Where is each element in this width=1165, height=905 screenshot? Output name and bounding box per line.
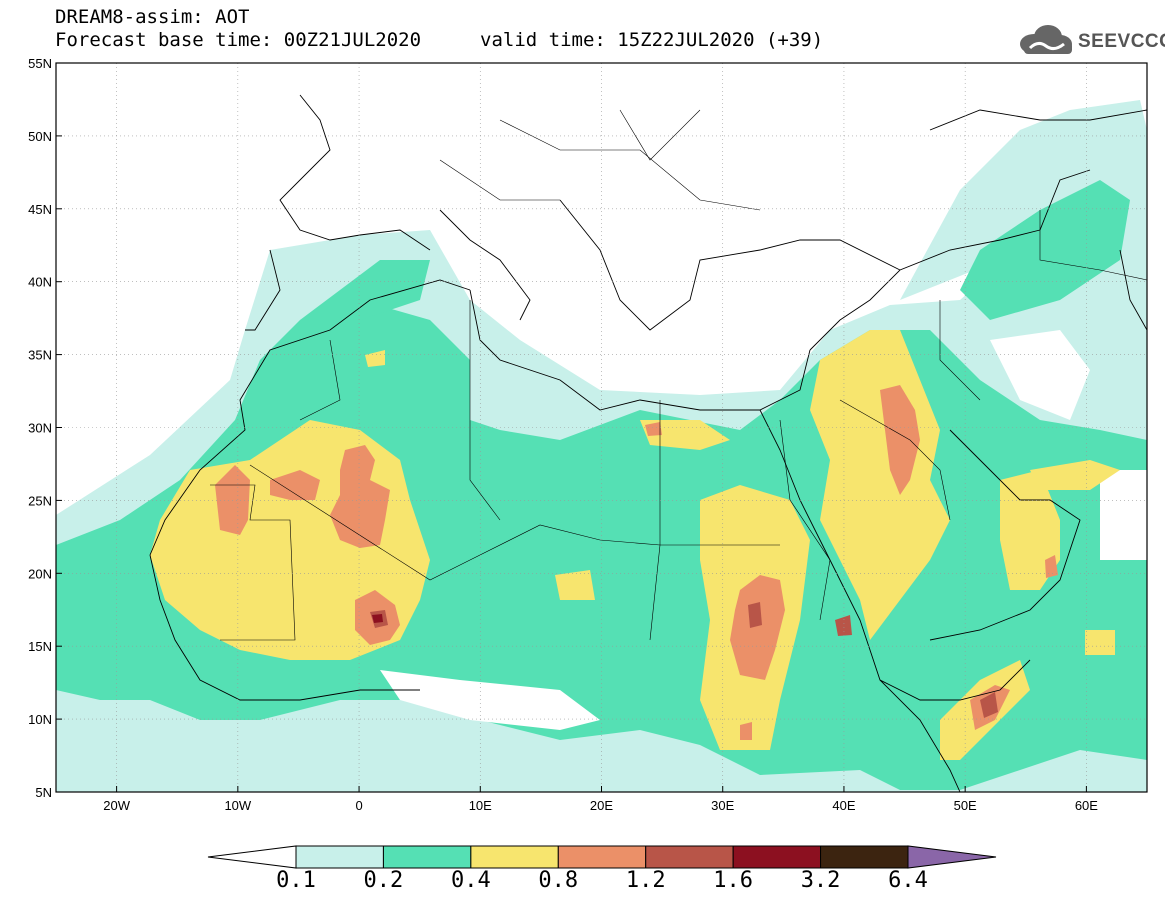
map-title: DREAM8-assim: AOT <box>55 6 250 28</box>
lon-label: 50E <box>954 798 977 813</box>
colorbar-box <box>820 845 909 869</box>
aot-clear-gaps <box>380 330 1147 730</box>
colorbar-label: 0.8 <box>538 868 579 893</box>
colorbar-label: 6.4 <box>888 868 928 893</box>
lat-label: 30N <box>28 421 52 436</box>
aot-level-1.6 <box>372 614 383 623</box>
colorbar-label: 1.6 <box>713 868 754 893</box>
forecast-base-time: Forecast base time: 00Z21JUL2020 <box>55 29 422 51</box>
lat-label: 10N <box>28 712 52 727</box>
colorbar <box>207 845 997 869</box>
coastlines <box>149 94 1147 792</box>
borders <box>210 109 1147 641</box>
colorbar-label: 3.2 <box>800 868 841 893</box>
lat-label: 45N <box>28 202 52 217</box>
colorbar-label: 0.2 <box>363 868 404 893</box>
colorbar-box <box>470 845 559 869</box>
lon-label: 40E <box>832 798 855 813</box>
colorbar-box <box>295 845 384 869</box>
lat-label: 25N <box>28 493 52 508</box>
lat-label: 15N <box>28 639 52 654</box>
cloud-icon <box>1020 25 1072 54</box>
lon-label: 10W <box>224 798 251 813</box>
lon-label: 10E <box>469 798 492 813</box>
lat-label: 40N <box>28 275 52 290</box>
lat-label: 55N <box>28 56 52 71</box>
axis-labels: 55N 50N 45N 40N 35N 30N 25N 20N 15N 10N 5N 20W 10W 0 1… <box>28 56 1098 813</box>
colorbar-box <box>557 845 647 869</box>
valid-time: valid time: 15Z22JUL2020 (+39) <box>480 29 824 51</box>
logo-text: SEEVCCC <box>1078 31 1165 52</box>
colorbar-high-arrow <box>907 845 997 869</box>
lon-label: 0 <box>355 798 362 813</box>
colorbar-box <box>732 845 822 869</box>
colorbar-label: 0.1 <box>276 868 316 893</box>
lat-label: 35N <box>28 348 52 363</box>
colorbar-box <box>382 845 472 869</box>
seevccc-logo: SEEVCCC <box>1016 22 1165 58</box>
colorbar-low-arrow <box>207 845 297 869</box>
lat-label: 5N <box>35 785 52 800</box>
aot-contours <box>56 100 1147 792</box>
lat-label: 50N <box>28 129 52 144</box>
lon-label: 20W <box>103 798 130 813</box>
colorbar-box <box>645 845 734 869</box>
graticule <box>56 63 1147 792</box>
aot-level-1.2 <box>370 602 998 718</box>
colorbar-label: 0.4 <box>450 868 491 893</box>
lon-label: 20E <box>590 798 613 813</box>
colorbar-label: 1.2 <box>625 868 666 893</box>
lon-label: 30E <box>711 798 734 813</box>
lon-label: 60E <box>1075 798 1098 813</box>
lat-label: 20N <box>28 566 52 581</box>
